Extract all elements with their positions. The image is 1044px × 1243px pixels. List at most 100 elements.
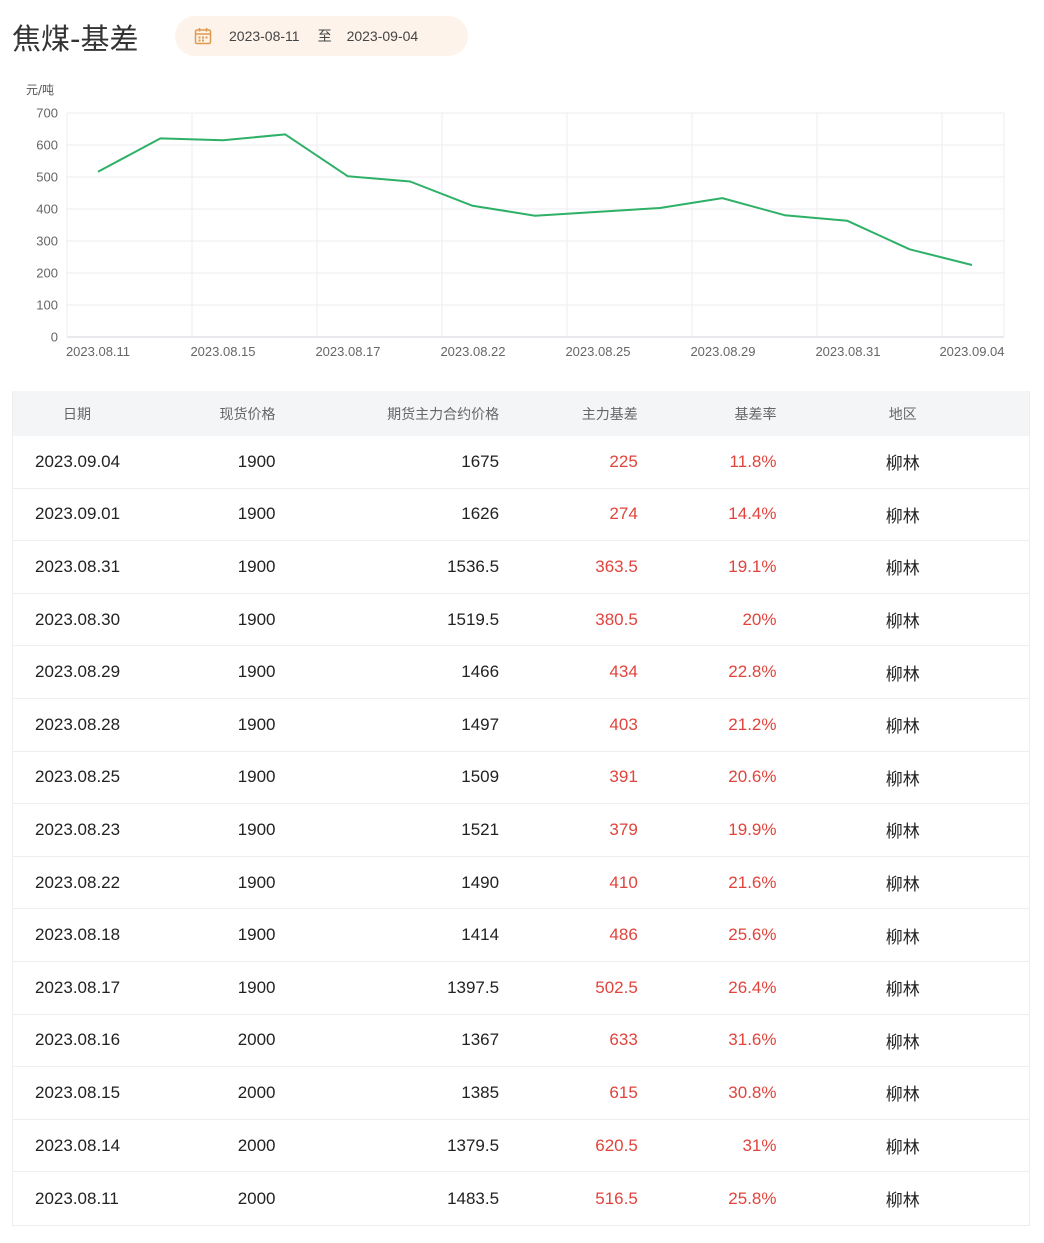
x-tick-label: 2023.08.22 — [440, 344, 505, 359]
cell-futures-price: 1379.5 — [447, 1135, 500, 1155]
cell-date: 2023.08.25 — [35, 767, 121, 787]
cell-spot-price: 1900 — [237, 662, 276, 682]
cell-basis: 391 — [609, 767, 638, 787]
y-tick-label: 500 — [36, 170, 58, 185]
cell-basis: 615 — [609, 1082, 638, 1102]
cell-basis-rate: 11.8% — [729, 451, 777, 471]
cell-spot-price: 1900 — [237, 767, 276, 787]
cell-futures-price: 1397.5 — [447, 977, 500, 997]
col-header-futures-price[interactable]: 期货主力合约价格 — [387, 406, 500, 423]
cell-region: 柳林 — [885, 717, 920, 738]
cell-date: 2023.09.01 — [35, 504, 121, 524]
cell-spot-price: 1900 — [237, 925, 276, 945]
cell-spot-price: 2000 — [237, 1082, 276, 1102]
y-tick-label: 400 — [36, 202, 58, 217]
col-header-region[interactable]: 地区 — [888, 406, 917, 423]
cell-date: 2023.09.04 — [35, 451, 121, 471]
cell-basis: 410 — [609, 872, 638, 892]
cell-basis-rate: 26.4% — [728, 977, 777, 997]
cell-basis: 502.5 — [595, 977, 638, 997]
cell-region: 柳林 — [885, 1032, 920, 1053]
table-row: 2023.08.15 2000 1385 615 30.8% 柳林 — [13, 1067, 1029, 1120]
cell-basis: 633 — [609, 1030, 638, 1050]
cell-date: 2023.08.22 — [35, 872, 121, 892]
cell-region: 柳林 — [885, 769, 920, 790]
cell-basis: 379 — [609, 819, 638, 839]
x-tick-label: 2023.08.29 — [690, 344, 755, 359]
basis-line-chart: 0 100 200 300 400 500 600 700 2023.08.11 2023.08.… — [0, 78, 1044, 368]
calendar-icon — [194, 28, 212, 45]
cell-spot-price: 1900 — [237, 714, 276, 734]
cell-futures-price: 1536.5 — [447, 556, 500, 576]
cell-futures-price: 1509 — [461, 767, 500, 787]
col-header-date[interactable]: 日期 — [63, 406, 91, 423]
cell-region: 柳林 — [885, 822, 920, 843]
x-tick-label: 2023.09.04 — [939, 344, 1004, 359]
cell-basis: 620.5 — [595, 1135, 638, 1155]
cell-region: 柳林 — [885, 1191, 920, 1212]
cell-basis: 380.5 — [595, 609, 638, 629]
cell-spot-price: 1900 — [237, 819, 276, 839]
table-row: 2023.08.28 1900 1497 403 21.2% 柳林 — [13, 699, 1029, 752]
cell-spot-price: 1900 — [237, 977, 276, 997]
cell-futures-price: 1414 — [461, 925, 500, 945]
cell-date: 2023.08.23 — [35, 819, 121, 839]
cell-spot-price: 2000 — [237, 1135, 276, 1155]
table-row: 2023.08.17 1900 1397.5 502.5 26.4% 柳林 — [13, 962, 1029, 1015]
col-header-basis[interactable]: 主力基差 — [581, 406, 638, 423]
cell-basis: 486 — [609, 925, 638, 945]
cell-basis-rate: 30.8% — [728, 1082, 777, 1102]
cell-date: 2023.08.15 — [35, 1082, 121, 1102]
table-header: 日期 现货价格 期货主力合约价格 主力基差 基差率 地区 — [13, 391, 1029, 436]
cell-region: 柳林 — [885, 1138, 920, 1159]
end-date[interactable]: 2023-09-04 — [346, 28, 419, 44]
cell-basis: 516.5 — [595, 1188, 638, 1208]
cell-basis: 434 — [609, 662, 638, 682]
cell-region: 柳林 — [885, 454, 920, 475]
cell-basis-rate: 19.9% — [728, 819, 777, 839]
col-header-basis-rate[interactable]: 基差率 — [734, 406, 777, 423]
cell-date: 2023.08.28 — [35, 714, 121, 734]
cell-date: 2023.08.14 — [35, 1135, 121, 1155]
table-row: 2023.08.31 1900 1536.5 363.5 19.1% 柳林 — [13, 541, 1029, 594]
cell-basis-rate: 22.8% — [728, 662, 777, 682]
header: 焦煤-基差 2023-08-11 至 2023-09-04 — [12, 12, 1032, 58]
cell-spot-price: 1900 — [237, 504, 276, 524]
cell-spot-price: 1900 — [237, 451, 276, 471]
table-row: 2023.09.04 1900 1675 225 11.8% 柳林 — [13, 436, 1029, 489]
cell-date: 2023.08.29 — [35, 662, 121, 682]
cell-futures-price: 1519.5 — [447, 609, 500, 629]
cell-basis-rate: 25.8% — [728, 1188, 777, 1208]
y-tick-label: 700 — [36, 106, 58, 121]
col-header-spot-price[interactable]: 现货价格 — [219, 406, 276, 423]
cell-region: 柳林 — [885, 664, 920, 685]
cell-basis-rate: 21.6% — [728, 872, 777, 892]
table-row: 2023.08.14 2000 1379.5 620.5 31% 柳林 — [13, 1120, 1029, 1173]
cell-futures-price: 1521 — [461, 819, 500, 839]
table-row: 2023.09.01 1900 1626 274 14.4% 柳林 — [13, 489, 1029, 542]
cell-futures-price: 1497 — [461, 714, 500, 734]
date-range-picker[interactable]: 2023-08-11 至 2023-09-04 — [175, 16, 468, 56]
basis-table: 日期 现货价格 期货主力合约价格 主力基差 基差率 地区 2023.09.04 1… — [12, 391, 1030, 1226]
cell-basis-rate: 14.4% — [728, 504, 777, 524]
y-tick-label: 600 — [36, 138, 58, 153]
cell-futures-price: 1367 — [461, 1030, 500, 1050]
y-tick-label: 300 — [36, 234, 58, 249]
table-row: 2023.08.16 2000 1367 633 31.6% 柳林 — [13, 1015, 1029, 1068]
start-date[interactable]: 2023-08-11 — [229, 28, 300, 44]
cell-basis: 363.5 — [595, 556, 638, 576]
cell-basis: 225 — [609, 451, 638, 471]
table-row: 2023.08.23 1900 1521 379 19.9% 柳林 — [13, 804, 1029, 857]
cell-basis-rate: 25.6% — [728, 925, 777, 945]
cell-basis-rate: 19.1% — [728, 556, 777, 576]
cell-basis-rate: 20% — [742, 609, 777, 629]
chart-svg: 0 100 200 300 400 500 600 700 2023.08.11 2023.08.… — [26, 83, 1005, 359]
table-row: 2023.08.18 1900 1414 486 25.6% 柳林 — [13, 909, 1029, 962]
cell-region: 柳林 — [885, 1085, 920, 1106]
cell-basis: 274 — [609, 504, 638, 524]
table-row: 2023.08.30 1900 1519.5 380.5 20% 柳林 — [13, 594, 1029, 647]
cell-region: 柳林 — [885, 875, 920, 896]
date-separator: 至 — [317, 28, 332, 44]
cell-spot-price: 2000 — [237, 1188, 276, 1208]
cell-date: 2023.08.18 — [35, 925, 121, 945]
